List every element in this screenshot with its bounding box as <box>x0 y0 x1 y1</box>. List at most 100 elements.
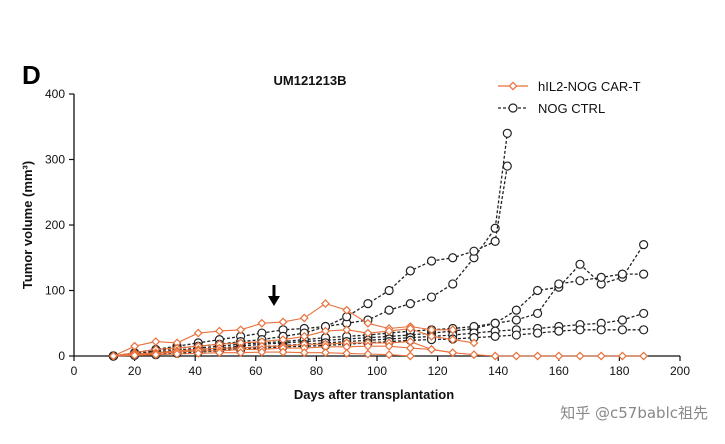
control-data-point <box>502 161 512 171</box>
x-tick-label: 40 <box>189 364 203 378</box>
treated-data-point <box>384 341 394 351</box>
treated-series <box>108 347 415 361</box>
x-axis-label: Days after transplantation <box>294 387 454 402</box>
treated-data-point <box>575 351 585 361</box>
treated-data-point <box>278 347 288 357</box>
x-tick-label: 120 <box>428 364 448 378</box>
control-data-point <box>448 253 458 263</box>
control-data-point <box>596 272 606 282</box>
control-data-point <box>617 315 628 325</box>
x-tick-label: 180 <box>609 364 629 378</box>
axes: 0 20 40 60 80 100 120 140 160 180 200 0 100 200 300 400… <box>20 87 690 402</box>
x-tick-label: 100 <box>367 364 387 378</box>
control-data-point <box>490 318 500 328</box>
legend-item-control: NOG CTRL <box>498 101 605 116</box>
control-data-point <box>511 315 521 325</box>
treated-data-point <box>533 351 543 361</box>
legend-item-treated: hIL2-NOG CAR-T <box>498 79 641 94</box>
treated-data-point <box>596 351 606 361</box>
control-data-point <box>554 279 564 289</box>
treated-data-point <box>151 350 161 360</box>
control-data-point <box>532 308 543 319</box>
control-data-point <box>469 246 479 256</box>
treated-data-point <box>490 351 500 361</box>
y-tick-label: 300 <box>45 153 65 167</box>
treated-data-point <box>299 348 309 358</box>
x-tick-label: 20 <box>128 364 142 378</box>
panel-letter: D <box>22 60 41 90</box>
treated-data-point <box>405 351 415 361</box>
treated-data-point <box>384 326 394 336</box>
control-data-point <box>596 325 606 335</box>
treated-data-point <box>405 343 415 353</box>
control-data-point <box>511 305 521 315</box>
control-data-point <box>502 128 512 138</box>
treated-data-point <box>427 345 436 354</box>
treated-series <box>108 337 649 361</box>
treated-data-point <box>469 338 479 348</box>
control-data-point <box>490 236 500 246</box>
treated-data-point <box>214 326 224 336</box>
treated-data-point <box>321 299 330 309</box>
treated-data-point <box>278 317 288 327</box>
control-data-point <box>511 330 521 340</box>
y-tick-label: 100 <box>45 284 65 298</box>
treated-data-point <box>639 351 649 361</box>
treated-data-point <box>214 348 224 358</box>
series-layer <box>108 128 649 361</box>
control-data-point <box>617 325 628 335</box>
treated-data-point <box>448 325 458 335</box>
down-arrow-icon <box>267 296 280 306</box>
control-series-line <box>113 133 508 357</box>
legend: hIL2-NOG CAR-T NOG CTRL <box>498 79 641 116</box>
control-data-point <box>639 269 649 279</box>
treated-data-point <box>342 325 352 335</box>
treated-data-point <box>363 349 373 359</box>
control-data-point <box>617 269 628 279</box>
x-tick-label: 0 <box>71 364 78 378</box>
y-tick-label: 200 <box>45 218 65 232</box>
treated-data-point <box>236 348 246 358</box>
treated-data-point <box>617 351 627 361</box>
control-data-point <box>639 308 649 319</box>
treated-data-point <box>236 325 246 335</box>
control-data-point <box>363 299 373 309</box>
treated-data-point <box>193 348 203 358</box>
control-data-point <box>384 305 394 315</box>
treated-data-point <box>427 331 436 341</box>
treated-data-point <box>130 350 140 360</box>
treated-data-point <box>448 348 458 358</box>
treated-data-point <box>321 326 330 336</box>
treated-data-point <box>172 349 182 359</box>
watermark-text: 知乎 @c57bablc祖先 <box>560 404 708 422</box>
control-series-line <box>113 165 508 357</box>
control-data-point <box>639 240 649 250</box>
control-data-point <box>448 279 458 289</box>
x-tick-label: 140 <box>488 364 508 378</box>
control-data-point <box>575 276 585 286</box>
treated-data-point <box>363 318 373 328</box>
x-tick-label: 60 <box>249 364 263 378</box>
legend-label: hIL2-NOG CAR-T <box>538 79 641 94</box>
control-data-point <box>575 259 585 269</box>
treated-data-point <box>363 328 373 338</box>
chart-title: UM121213B <box>274 73 347 88</box>
legend-label: NOG CTRL <box>538 101 605 116</box>
treated-data-point <box>151 337 161 347</box>
treated-data-point <box>405 324 415 333</box>
control-data-point <box>426 292 437 302</box>
control-data-point <box>384 285 394 296</box>
treated-data-point <box>511 351 521 361</box>
treated-data-point <box>108 351 118 361</box>
treated-data-point <box>257 347 267 357</box>
control-data-point <box>639 325 649 335</box>
treated-data-point <box>448 335 458 345</box>
control-data-point <box>575 325 585 335</box>
control-data-point <box>405 299 415 309</box>
treated-data-point <box>469 350 479 360</box>
x-tick-label: 200 <box>670 364 690 378</box>
y-tick-label: 400 <box>45 87 65 101</box>
treated-data-point <box>321 348 330 358</box>
control-data-point <box>426 256 437 266</box>
